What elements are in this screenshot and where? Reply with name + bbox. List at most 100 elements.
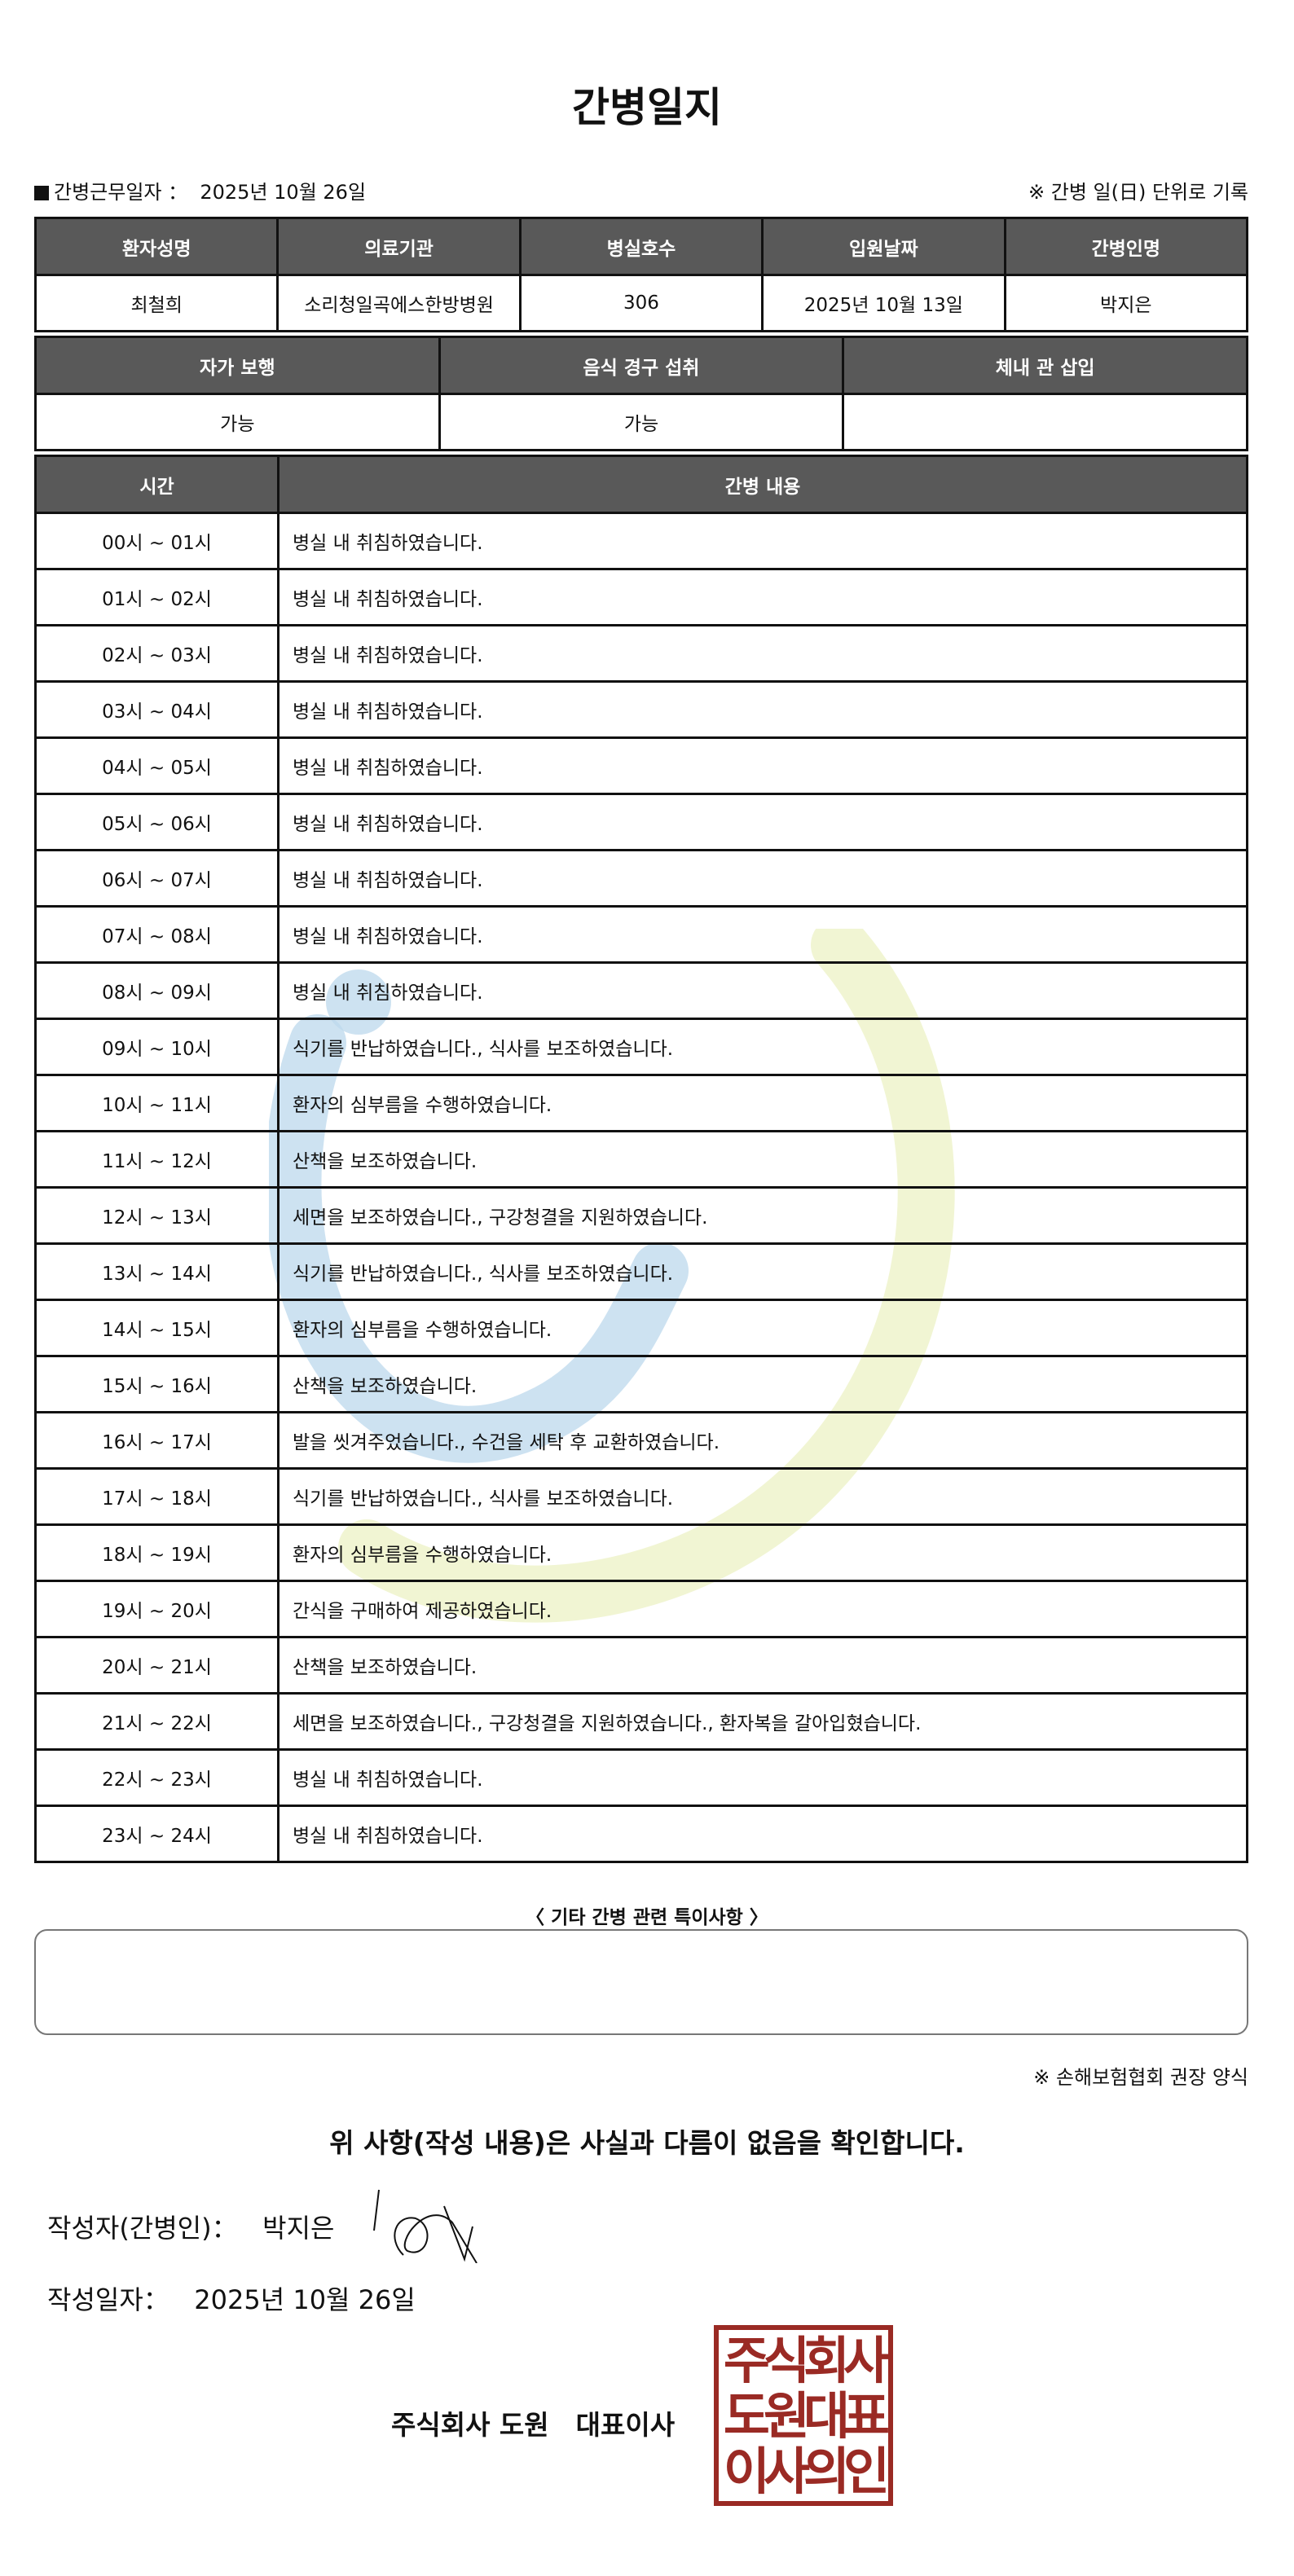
table-row: 15시 ~ 16시 산책을 보조하였습니다. (34, 1355, 1248, 1413)
notes-box[interactable] (34, 1929, 1248, 2035)
time-cell: 15시 ~ 16시 (34, 1355, 279, 1413)
patient-table: 환자성명 의료기관 병실호수 입원날짜 간병인명 최철희 소리청일곡에스한방병원 306 20… (33, 217, 1249, 332)
time-cell: 03시 ~ 04시 (34, 680, 279, 739)
writer-name: 박지은 (262, 2213, 335, 2244)
table-row: 22시 ~ 23시 병실 내 취침하였습니다. (34, 1748, 1248, 1807)
content-cell: 발을 씻겨주었습니다., 수건을 세탁 후 교환하였습니다. (277, 1411, 1248, 1470)
content-header: 간병 내용 (277, 455, 1248, 514)
time-cell: 06시 ~ 07시 (34, 849, 279, 908)
patient-value-cell: 2025년 10월 13일 (761, 274, 1006, 332)
time-cell: 07시 ~ 08시 (34, 905, 279, 964)
time-cell: 18시 ~ 19시 (34, 1523, 279, 1582)
work-date: 간병근무일자 ： 2025년 10월 26일 (34, 176, 366, 204)
table-row: 20시 ~ 21시 산책을 보조하였습니다. (34, 1636, 1248, 1695)
patient-value-cell: 306 (518, 274, 764, 332)
unit-note: ※ 간병 일(日) 단위로 기록 (1028, 181, 1248, 204)
time-cell: 22시 ~ 23시 (34, 1748, 279, 1807)
table-row: 05시 ~ 06시 병실 내 취침하였습니다. (34, 793, 1248, 851)
patient-value-cell: 최철희 (33, 274, 279, 332)
table-row: 13시 ~ 14시 식기를 반납하였습니다., 식사를 보조하였습니다. (34, 1242, 1248, 1301)
write-date-label: 작성일자： (47, 2284, 169, 2315)
content-cell: 간식을 구매하여 제공하였습니다. (277, 1580, 1248, 1638)
patient-header-cell: 환자성명 (33, 217, 279, 276)
content-cell: 병실 내 취침하였습니다. (277, 624, 1248, 683)
patient-value-cell: 소리청일곡에스한방병원 (276, 274, 522, 332)
time-cell: 09시 ~ 10시 (34, 1018, 279, 1076)
table-row: 18시 ~ 19시 환자의 심부름을 수행하였습니다. (34, 1523, 1248, 1582)
table-row: 04시 ~ 05시 병실 내 취침하였습니다. (34, 736, 1248, 795)
content-cell: 식기를 반납하였습니다., 식사를 보조하였습니다. (277, 1467, 1248, 1526)
time-cell: 12시 ~ 13시 (34, 1186, 279, 1245)
time-cell: 08시 ~ 09시 (34, 961, 279, 1020)
content-cell: 환자의 심부름을 수행하였습니다. (277, 1299, 1248, 1357)
table-row: 11시 ~ 12시 산책을 보조하였습니다. (34, 1130, 1248, 1189)
content-cell: 병실 내 취침하였습니다. (277, 736, 1248, 795)
log-header-row: 시간 간병 내용 (34, 455, 1248, 514)
patient-value-row: 최철희 소리청일곡에스한방병원 306 2025년 10월 13일 박지은 (33, 274, 1249, 332)
content-cell: 병실 내 취침하였습니다. (277, 849, 1248, 908)
table-row: 19시 ~ 20시 간식을 구매하여 제공하였습니다. (34, 1580, 1248, 1638)
patient-header-cell: 병실호수 (518, 217, 764, 276)
patient-header-cell: 의료기관 (276, 217, 522, 276)
time-cell: 05시 ~ 06시 (34, 793, 279, 851)
time-cell: 19시 ~ 20시 (34, 1580, 279, 1638)
log-table: 시간 간병 내용 00시 ~ 01시 병실 내 취침하였습니다. 01시 ~ 02시… (34, 455, 1248, 1863)
time-cell: 01시 ~ 02시 (34, 568, 279, 626)
writer-label: 작성자(간병인)： (47, 2213, 238, 2244)
time-header: 시간 (34, 455, 279, 514)
content-cell: 산책을 보조하였습니다. (277, 1130, 1248, 1189)
status-value-row: 가능 가능 (34, 393, 1248, 451)
content-cell: 병실 내 취침하였습니다. (277, 905, 1248, 964)
square-bullet-icon (34, 186, 49, 200)
status-value-cell (842, 393, 1248, 451)
content-cell: 환자의 심부름을 수행하였습니다. (277, 1523, 1248, 1582)
signature-image (373, 2189, 478, 2263)
recommend-note: ※ 손해보험협회 권장 양식 (1033, 2066, 1248, 2089)
time-cell: 04시 ~ 05시 (34, 736, 279, 795)
table-row: 08시 ~ 09시 병실 내 취침하였습니다. (34, 961, 1248, 1020)
patient-header-cell: 간병인명 (1003, 217, 1249, 276)
content-cell: 병실 내 취침하였습니다. (277, 793, 1248, 851)
time-cell: 23시 ~ 24시 (34, 1805, 279, 1863)
patient-header-cell: 입원날짜 (761, 217, 1006, 276)
time-cell: 17시 ~ 18시 (34, 1467, 279, 1526)
table-row: 02시 ~ 03시 병실 내 취침하였습니다. (34, 624, 1248, 683)
time-cell: 10시 ~ 11시 (34, 1074, 279, 1132)
status-header-cell: 음식 경구 섭취 (438, 336, 845, 395)
table-row: 17시 ~ 18시 식기를 반납하였습니다., 식사를 보조하였습니다. (34, 1467, 1248, 1526)
table-row: 09시 ~ 10시 식기를 반납하였습니다., 식사를 보조하였습니다. (34, 1018, 1248, 1076)
patient-header-row: 환자성명 의료기관 병실호수 입원날짜 간병인명 (33, 217, 1249, 276)
content-cell: 병실 내 취침하였습니다. (277, 680, 1248, 739)
work-date-label: 간병근무일자 ： (54, 181, 188, 204)
time-cell: 16시 ~ 17시 (34, 1411, 279, 1470)
time-cell: 02시 ~ 03시 (34, 624, 279, 683)
notes-label: 〈 기타 간병 관련 특이사항 〉 (526, 1907, 768, 1928)
content-cell: 산책을 보조하였습니다. (277, 1636, 1248, 1695)
table-row: 21시 ~ 22시 세면을 보조하였습니다., 구강청결을 지원하였습니다., 환… (34, 1692, 1248, 1751)
company-signature: 주식회사 도원 대표이사 (391, 2409, 676, 2441)
status-header-cell: 자가 보행 (34, 336, 441, 395)
writer-line: 작성자(간병인)： 박지은 (47, 2208, 334, 2245)
status-header-cell: 체내 관 삽입 (842, 336, 1248, 395)
company-seal: 주식회사 도원대표 이사의인 (714, 2325, 893, 2506)
table-row: 01시 ~ 02시 병실 내 취침하였습니다. (34, 568, 1248, 626)
content-cell: 식기를 반납하였습니다., 식사를 보조하였습니다. (277, 1018, 1248, 1076)
time-cell: 21시 ~ 22시 (34, 1692, 279, 1751)
content-cell: 세면을 보조하였습니다., 구강청결을 지원하였습니다., 환자복을 갈아입혔습… (277, 1692, 1248, 1751)
write-date-value: 2025년 10월 26일 (194, 2284, 416, 2315)
status-table: 자가 보행 음식 경구 섭취 체내 관 삽입 가능 가능 (34, 336, 1248, 451)
status-header-row: 자가 보행 음식 경구 섭취 체내 관 삽입 (34, 336, 1248, 395)
table-row: 06시 ~ 07시 병실 내 취침하였습니다. (34, 849, 1248, 908)
content-cell: 병실 내 취침하였습니다. (277, 512, 1248, 570)
content-cell: 환자의 심부름을 수행하였습니다. (277, 1074, 1248, 1132)
time-cell: 14시 ~ 15시 (34, 1299, 279, 1357)
table-row: 23시 ~ 24시 병실 내 취침하였습니다. (34, 1805, 1248, 1863)
page-title: 간병일지 (572, 84, 722, 131)
time-cell: 20시 ~ 21시 (34, 1636, 279, 1695)
content-cell: 식기를 반납하였습니다., 식사를 보조하였습니다. (277, 1242, 1248, 1301)
info-row: 간병근무일자 ： 2025년 10월 26일 ※ 간병 일(日) 단위로 기록 (34, 176, 1248, 204)
table-row: 03시 ~ 04시 병실 내 취침하였습니다. (34, 680, 1248, 739)
table-row: 10시 ~ 11시 환자의 심부름을 수행하였습니다. (34, 1074, 1248, 1132)
table-row: 00시 ~ 01시 병실 내 취침하였습니다. (34, 512, 1248, 570)
table-row: 14시 ~ 15시 환자의 심부름을 수행하였습니다. (34, 1299, 1248, 1357)
